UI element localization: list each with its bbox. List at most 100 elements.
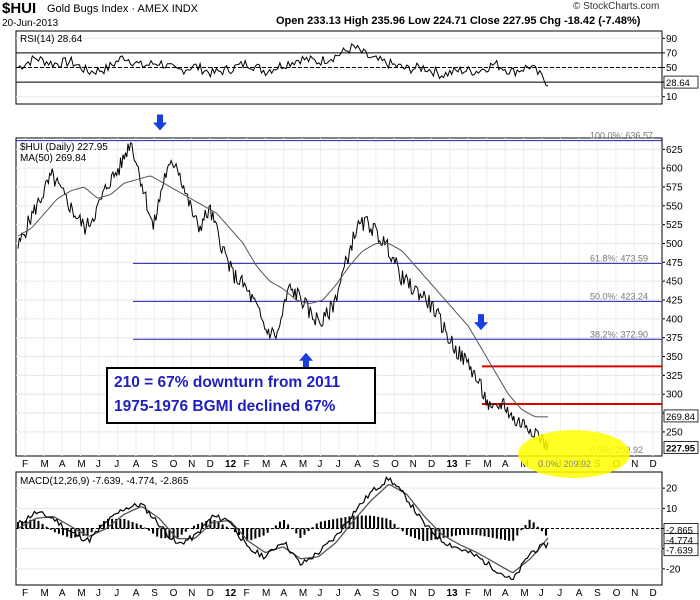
x-tick-label: A: [354, 459, 361, 470]
price-y-tick-label: 425: [666, 296, 683, 307]
price-y-tick-label: 300: [666, 390, 683, 401]
macd-last-value: -7.639: [666, 546, 693, 557]
rsi-legend: RSI(14) 28.64: [20, 34, 83, 45]
price-y-tick-label: 550: [666, 201, 683, 212]
x-tick-label: J: [114, 459, 119, 470]
fib-label: 61.8%: 473.59: [590, 253, 648, 263]
macd-y-tick-label: -20: [666, 564, 681, 575]
x-tick-label: J: [96, 459, 101, 470]
price-y-tick-label: 475: [666, 258, 683, 269]
annotation-line-2: 1975-1976 BGMI declined 67%: [114, 398, 336, 415]
x-tick-label: F: [243, 459, 249, 470]
price-y-tick-label: 500: [666, 239, 683, 250]
x-tick-label: D: [207, 459, 214, 470]
x-tick-label: D: [650, 459, 657, 470]
x-tick-label: A: [133, 459, 140, 470]
x-tick-label-macd: A: [354, 588, 361, 599]
x-tick-label-macd: O: [613, 588, 621, 599]
x-tick-label-macd: D: [207, 588, 214, 599]
x-tick-label: J: [317, 459, 322, 470]
annotation-box: 210 = 67% downturn from 2011 1975-1976 B…: [106, 367, 376, 424]
x-tick-label-macd: F: [243, 588, 249, 599]
macd-last-value: -4.774: [666, 536, 693, 547]
fib-label: 38.2%: 372.90: [590, 329, 648, 339]
ma-last-value: 269.84: [666, 412, 695, 423]
ohlc-summary: Open 233.13 High 235.96 Low 224.71 Close…: [276, 15, 641, 27]
chart-date: 20-Jun-2013: [2, 18, 59, 29]
x-tick-label: O: [170, 459, 178, 470]
x-tick-label-macd: O: [391, 588, 399, 599]
x-tick-label: M: [77, 459, 85, 470]
x-tick-label-macd: J: [336, 588, 341, 599]
breakdown-arrow-icon: [474, 314, 488, 331]
x-tick-label-macd: F: [465, 588, 471, 599]
x-tick-label-macd: A: [59, 588, 66, 599]
stockcharts-watermark: © StockCharts.com: [573, 1, 660, 12]
x-tick-label-macd: D: [428, 588, 435, 599]
x-tick-label: A: [59, 459, 66, 470]
x-tick-label: J: [336, 459, 341, 470]
fib-label: 100.0%: 636.57: [590, 131, 653, 141]
price-y-tick-label: 250: [666, 427, 683, 438]
x-tick-label: F: [22, 459, 28, 470]
x-tick-label-macd: S: [373, 588, 380, 599]
ma-legend: MA(50) 269.84: [20, 153, 87, 164]
chart-name: Gold Bugs Index · AMEX INDX: [47, 3, 199, 15]
x-tick-label-macd: 12: [225, 588, 237, 599]
x-tick-label-macd: M: [77, 588, 85, 599]
x-tick-label-macd: M: [520, 588, 528, 599]
x-tick-label: D: [428, 459, 435, 470]
price-y-tick-label: 350: [666, 352, 683, 363]
fib-zero-label: 0.0%: 209.92: [538, 459, 591, 469]
rsi-y-tick-label: 70: [666, 48, 678, 59]
low-arrow-icon: [299, 352, 313, 369]
rsi-y-tick-label: 50: [666, 63, 678, 74]
x-tick-label: A: [502, 459, 509, 470]
x-tick-label-macd: N: [631, 588, 638, 599]
annotation-line-1: 210 = 67% downturn from 2011: [114, 374, 341, 391]
x-tick-label-macd: N: [188, 588, 195, 599]
x-tick-label-macd: 13: [447, 588, 459, 599]
x-tick-label: O: [391, 459, 399, 470]
x-tick-label-macd: F: [22, 588, 28, 599]
x-tick-label-macd: J: [557, 588, 562, 599]
x-tick-label-macd: J: [96, 588, 101, 599]
x-tick-label-macd: J: [114, 588, 119, 599]
x-tick-label: A: [280, 459, 287, 470]
rsi-y-tick-label: 10: [666, 92, 678, 103]
price-y-tick-label: 400: [666, 314, 683, 325]
x-tick-label-macd: A: [576, 588, 583, 599]
rsi-line: [17, 43, 549, 87]
ma-last-value-box: [663, 409, 699, 423]
price-y-tick-label: 525: [666, 220, 683, 231]
fib-label: 50.0%: 423.24: [590, 291, 648, 301]
x-tick-label: N: [188, 459, 195, 470]
x-tick-label-macd: M: [299, 588, 307, 599]
price-legend: $HUI (Daily) 227.95: [20, 142, 108, 153]
x-tick-label-macd: M: [262, 588, 270, 599]
price-last-value: 227.95: [666, 444, 696, 455]
price-y-tick-label: 600: [666, 164, 683, 175]
x-tick-label: M: [483, 459, 491, 470]
x-tick-label: 12: [225, 459, 237, 470]
macd-signal-line: [17, 484, 549, 574]
price-y-tick-label: 450: [666, 277, 683, 288]
x-tick-label-macd: M: [40, 588, 48, 599]
price-y-tick-label: 625: [666, 145, 683, 156]
x-tick-label: 13: [447, 459, 459, 470]
x-tick-label-macd: J: [317, 588, 322, 599]
target-highlight: [518, 430, 630, 478]
x-tick-label-macd: N: [410, 588, 417, 599]
x-tick-label: N: [410, 459, 417, 470]
rsi-last-value-box: [663, 75, 699, 89]
macd-last-value-box: [663, 543, 699, 557]
x-tick-label-macd: S: [594, 588, 601, 599]
x-tick-label-macd: A: [133, 588, 140, 599]
x-tick-label-macd: A: [502, 588, 509, 599]
top-arrow-icon: [153, 114, 167, 131]
ma50-line: [17, 175, 548, 418]
rsi-last-value: 28.64: [666, 78, 690, 89]
x-tick-label-macd: J: [539, 588, 544, 599]
x-tick-label-macd: A: [280, 588, 287, 599]
